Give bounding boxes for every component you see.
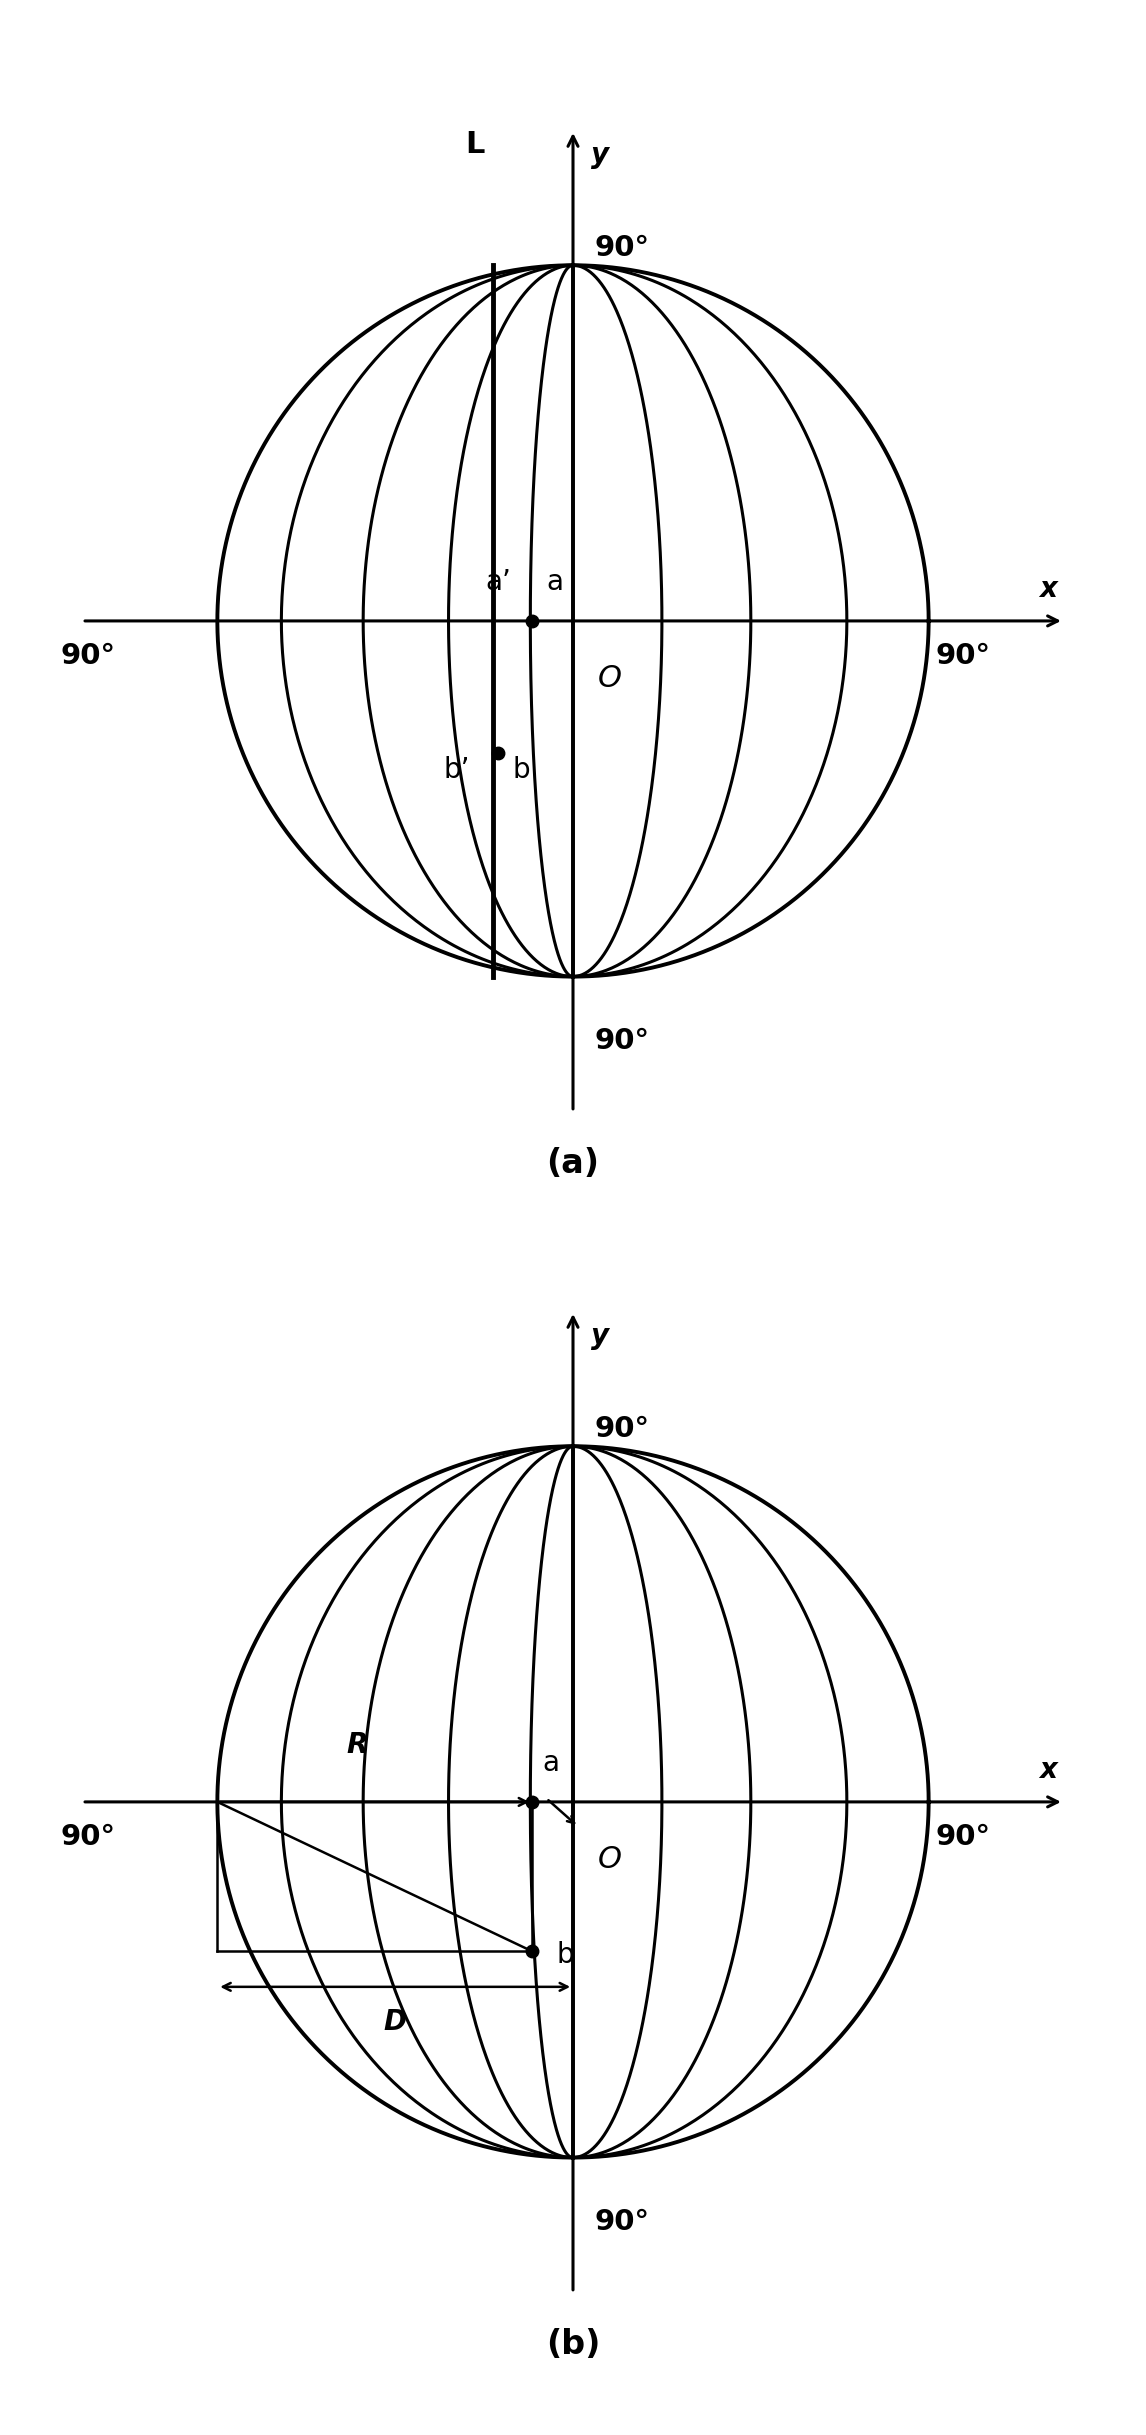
Text: 90°: 90°: [61, 1824, 116, 1851]
Text: a: a: [543, 1748, 559, 1778]
Text: y: y: [591, 1322, 609, 1349]
Text: D: D: [384, 2009, 407, 2036]
Text: 90°: 90°: [595, 234, 650, 261]
Text: x: x: [1038, 1756, 1057, 1785]
Text: L: L: [465, 129, 485, 158]
Text: b: b: [512, 757, 531, 784]
Text: b’: b’: [444, 757, 470, 784]
Text: x: x: [1038, 575, 1057, 604]
Text: R: R: [346, 1731, 368, 1758]
Text: 90°: 90°: [595, 1028, 650, 1054]
Text: 90°: 90°: [61, 643, 116, 670]
Text: y: y: [591, 141, 609, 168]
Text: 90°: 90°: [936, 643, 991, 670]
Text: O: O: [598, 665, 622, 692]
Text: 90°: 90°: [595, 2209, 650, 2235]
Text: (b): (b): [545, 2328, 601, 2362]
Text: (a): (a): [547, 1147, 599, 1181]
Text: 90°: 90°: [595, 1415, 650, 1442]
Text: a’: a’: [485, 567, 511, 597]
Text: b: b: [557, 1941, 574, 1967]
Text: O: O: [598, 1846, 622, 1873]
Text: a: a: [547, 567, 564, 597]
Text: 90°: 90°: [936, 1824, 991, 1851]
